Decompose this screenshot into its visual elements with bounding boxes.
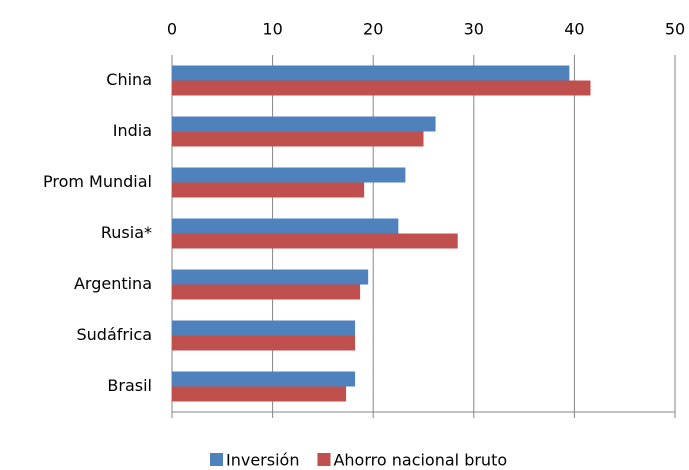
x-tick-label: 20	[363, 20, 383, 39]
y-tick-label: Prom Mundial	[43, 172, 152, 191]
x-tick-label: 0	[167, 20, 177, 39]
bar	[172, 335, 356, 351]
bar	[172, 65, 570, 81]
y-tick-label: Brasil	[107, 376, 152, 395]
bar	[172, 386, 347, 402]
bar	[172, 371, 356, 387]
bar	[172, 284, 361, 300]
y-tick-label: China	[106, 70, 152, 89]
x-tick-label: 40	[564, 20, 584, 39]
y-tick-label: Rusia*	[101, 223, 152, 242]
legend-label: Inversión	[226, 451, 299, 470]
y-tick-label: Sudáfrica	[76, 325, 152, 344]
bar	[172, 320, 356, 336]
legend-label: Ahorro nacional bruto	[333, 451, 507, 470]
bar	[172, 131, 424, 147]
bar	[172, 116, 436, 132]
y-tick-label: India	[113, 121, 152, 140]
bar	[172, 167, 406, 183]
legend-swatch	[317, 453, 331, 466]
bar	[172, 218, 399, 234]
legend-swatch	[210, 453, 223, 466]
x-tick-label: 30	[464, 20, 484, 39]
bar	[172, 269, 369, 285]
x-tick-label: 10	[262, 20, 282, 39]
bar	[172, 233, 458, 249]
y-tick-label: Argentina	[74, 274, 152, 293]
bar	[172, 80, 591, 96]
x-tick-label: 50	[665, 20, 685, 39]
bar	[172, 182, 365, 198]
